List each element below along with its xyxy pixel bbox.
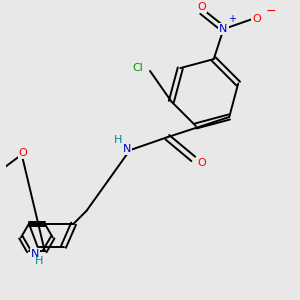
Text: H: H [114,135,122,145]
Text: +: + [228,14,236,24]
Text: O: O [197,2,206,13]
Text: Cl: Cl [132,63,143,73]
Text: O: O [252,14,261,24]
Text: N: N [219,24,228,34]
Text: N: N [123,144,131,154]
Text: O: O [19,148,28,158]
Text: H: H [35,256,43,266]
Text: −: − [266,5,276,18]
Text: O: O [197,158,206,168]
Text: N: N [31,249,39,259]
